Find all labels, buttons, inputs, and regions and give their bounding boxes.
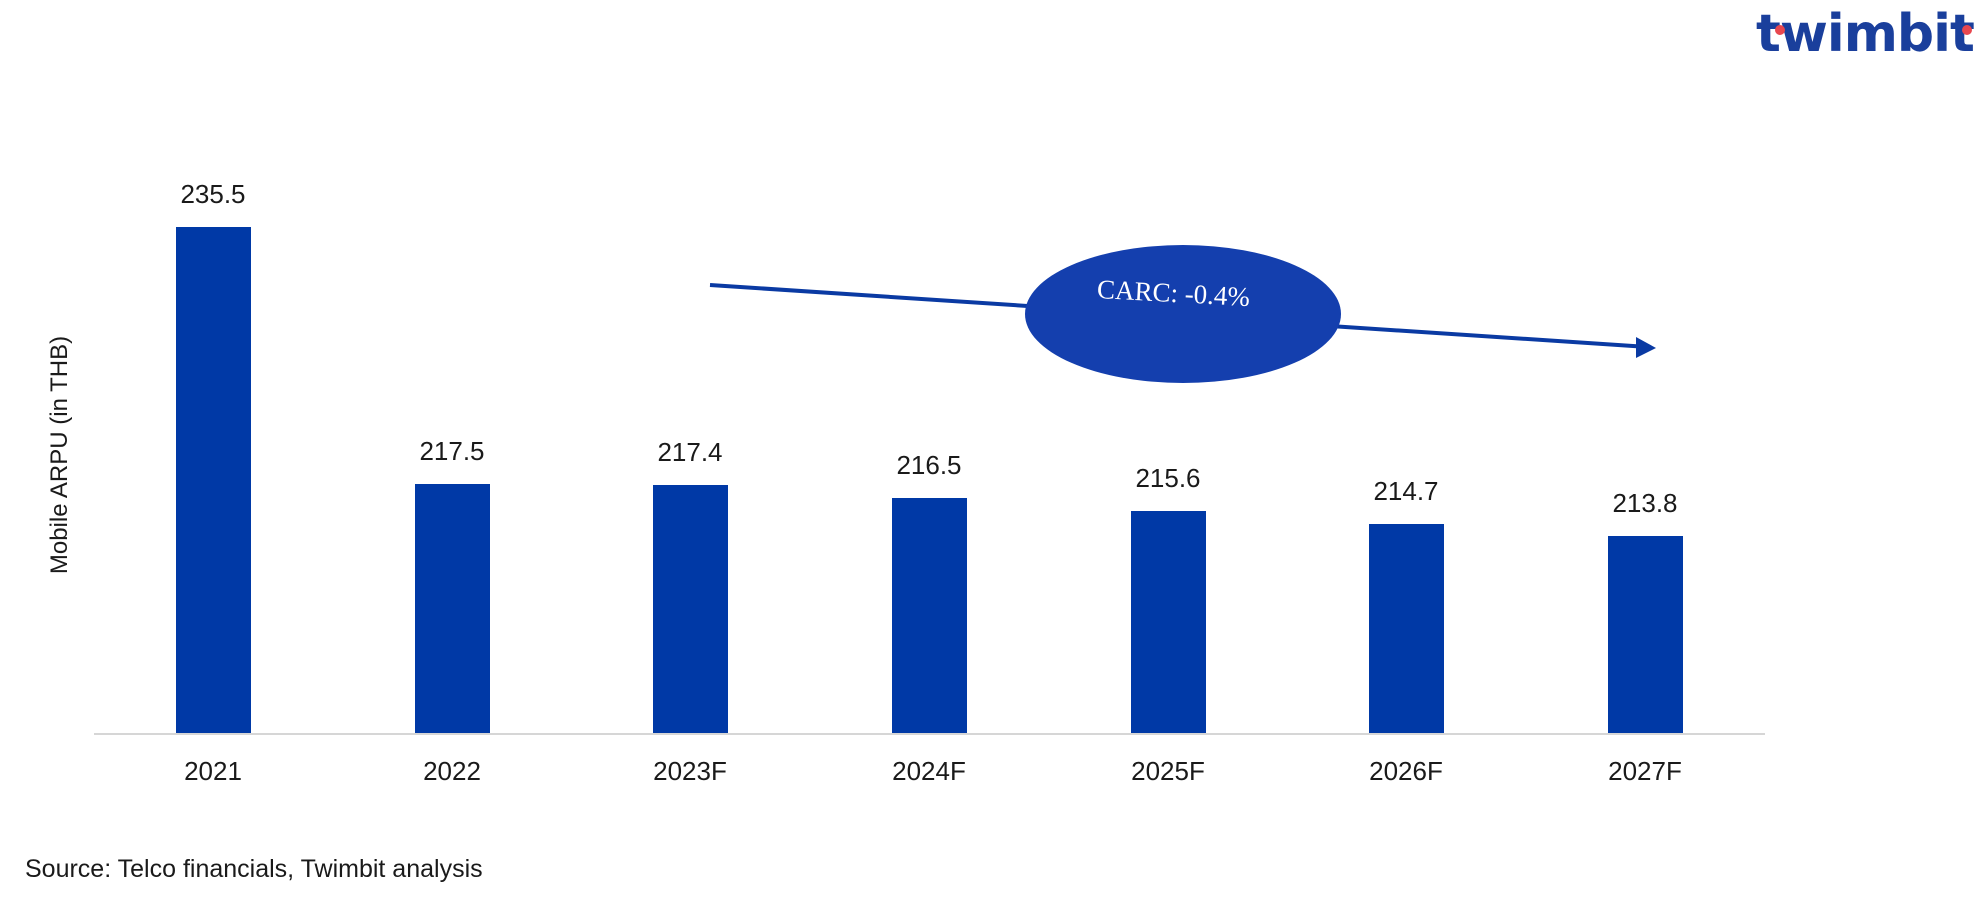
x-tick-label: 2024F xyxy=(892,756,966,786)
bar-2022 xyxy=(415,484,490,733)
value-label: 215.6 xyxy=(1135,463,1201,493)
logo-dot-icon xyxy=(1775,25,1785,35)
value-label: 217.5 xyxy=(419,436,485,466)
x-tick-label: 2025F xyxy=(1131,756,1205,786)
twimbit-logo: twimbit xyxy=(1756,4,1975,64)
cagr-ellipse xyxy=(1025,245,1341,383)
bar-2027F xyxy=(1608,536,1683,733)
bar-2023F xyxy=(653,485,728,733)
value-label: 216.5 xyxy=(896,450,962,480)
value-label: 214.7 xyxy=(1373,476,1439,506)
value-label: 217.4 xyxy=(657,437,723,467)
bar-2024F xyxy=(892,498,967,733)
x-tick-label: 2022 xyxy=(423,756,481,786)
x-axis-line xyxy=(94,733,1765,735)
x-tick-label: 2026F xyxy=(1369,756,1443,786)
value-label: 235.5 xyxy=(180,179,246,209)
value-label: 213.8 xyxy=(1612,488,1678,518)
source-note: Source: Telco financials, Twimbit analys… xyxy=(25,855,483,883)
logo-text: twimbit xyxy=(1756,4,1975,64)
x-tick-label: 2027F xyxy=(1608,756,1682,786)
logo-dot-icon xyxy=(1962,25,1972,35)
x-tick-label: 2023F xyxy=(653,756,727,786)
bar-2026F xyxy=(1369,524,1444,733)
bar-2025F xyxy=(1131,511,1206,733)
bar-2021 xyxy=(176,227,251,733)
x-tick-label: 2021 xyxy=(184,756,242,786)
